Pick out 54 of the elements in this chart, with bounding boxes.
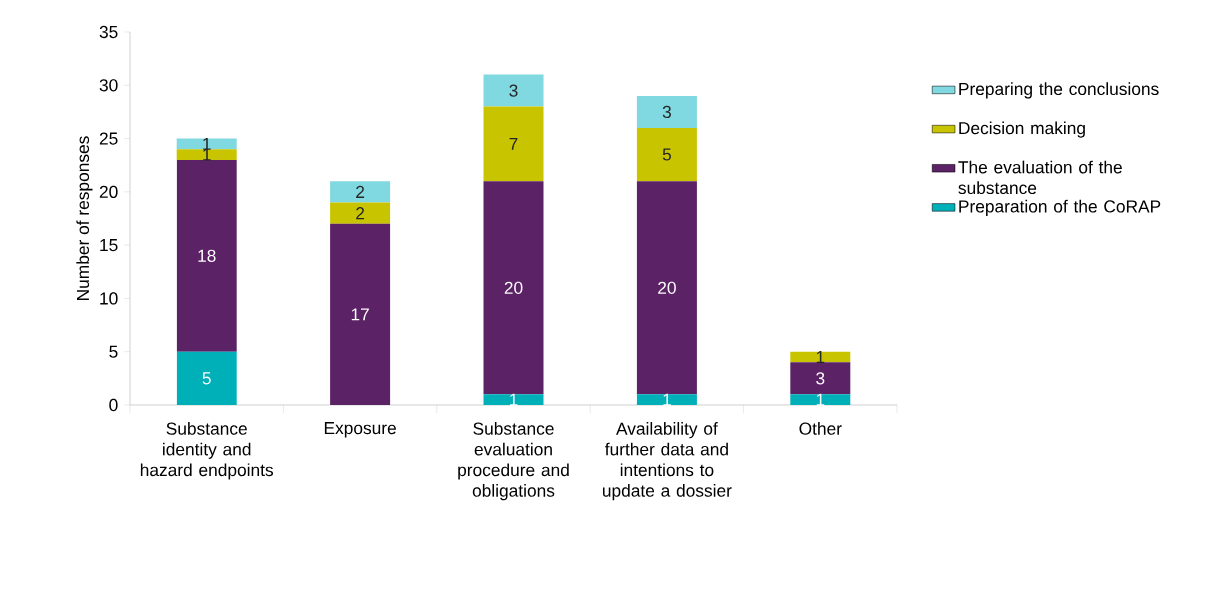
data-label: 20	[504, 281, 523, 294]
y-tick-label: 15	[100, 239, 118, 252]
bar	[483, 394, 544, 405]
legend-label: Preparation of the CoRAP	[959, 199, 1161, 216]
bar	[330, 181, 391, 203]
data-label: 1	[816, 393, 825, 406]
y-tick-label: 0	[109, 398, 118, 412]
legend-label: The evaluation of the substance	[958, 160, 1122, 195]
bar	[483, 74, 544, 107]
bar	[636, 95, 697, 128]
y-tick-label: 30	[99, 79, 118, 92]
y-tick-label: 5	[109, 345, 118, 358]
bar	[636, 127, 697, 182]
y-tick-label: 35	[99, 25, 118, 39]
y-axis-title: Number of responses	[76, 136, 93, 300]
x-tick-label: Substance identity and hazard endpoints	[140, 422, 274, 480]
data-label: 5	[202, 372, 211, 385]
data-label: 1	[510, 393, 518, 406]
bar	[330, 202, 391, 224]
bar	[483, 181, 544, 395]
data-label: 5	[662, 148, 671, 161]
bar	[790, 362, 851, 395]
y-tick-label: 10	[100, 292, 118, 305]
data-label: 17	[351, 308, 369, 321]
bar	[483, 106, 544, 182]
data-label: 3	[509, 84, 518, 97]
data-label: 20	[658, 281, 676, 294]
data-label: 3	[662, 105, 671, 119]
bar	[176, 351, 237, 405]
data-label: 1	[663, 393, 671, 406]
bar	[176, 159, 237, 352]
x-tick-label: Other	[799, 422, 842, 435]
data-label: 2	[356, 185, 365, 198]
data-label: 2	[356, 207, 365, 220]
legend-label: Decision making	[959, 121, 1085, 138]
data-label: 7	[509, 137, 518, 150]
bar	[790, 394, 851, 405]
x-tick-label: Substance evaluation procedure and obligations	[458, 422, 569, 501]
bar	[176, 138, 237, 150]
bar	[636, 181, 697, 395]
data-label: 1	[203, 137, 211, 150]
bar	[176, 149, 237, 160]
bar	[790, 351, 851, 363]
data-label: 1	[203, 148, 211, 161]
legend-label: Preparing the conclusions	[959, 82, 1159, 99]
y-tick-label: 25	[99, 132, 118, 145]
data-label: 18	[198, 249, 216, 262]
bar	[330, 223, 391, 405]
bar	[636, 394, 697, 405]
data-label: 1	[816, 351, 825, 363]
x-tick-label: Availability of further data and intentions to update a dossier	[602, 422, 732, 501]
y-tick-label: 20	[99, 185, 118, 198]
data-label: 3	[816, 372, 825, 385]
x-tick-label: Exposure	[324, 422, 396, 438]
